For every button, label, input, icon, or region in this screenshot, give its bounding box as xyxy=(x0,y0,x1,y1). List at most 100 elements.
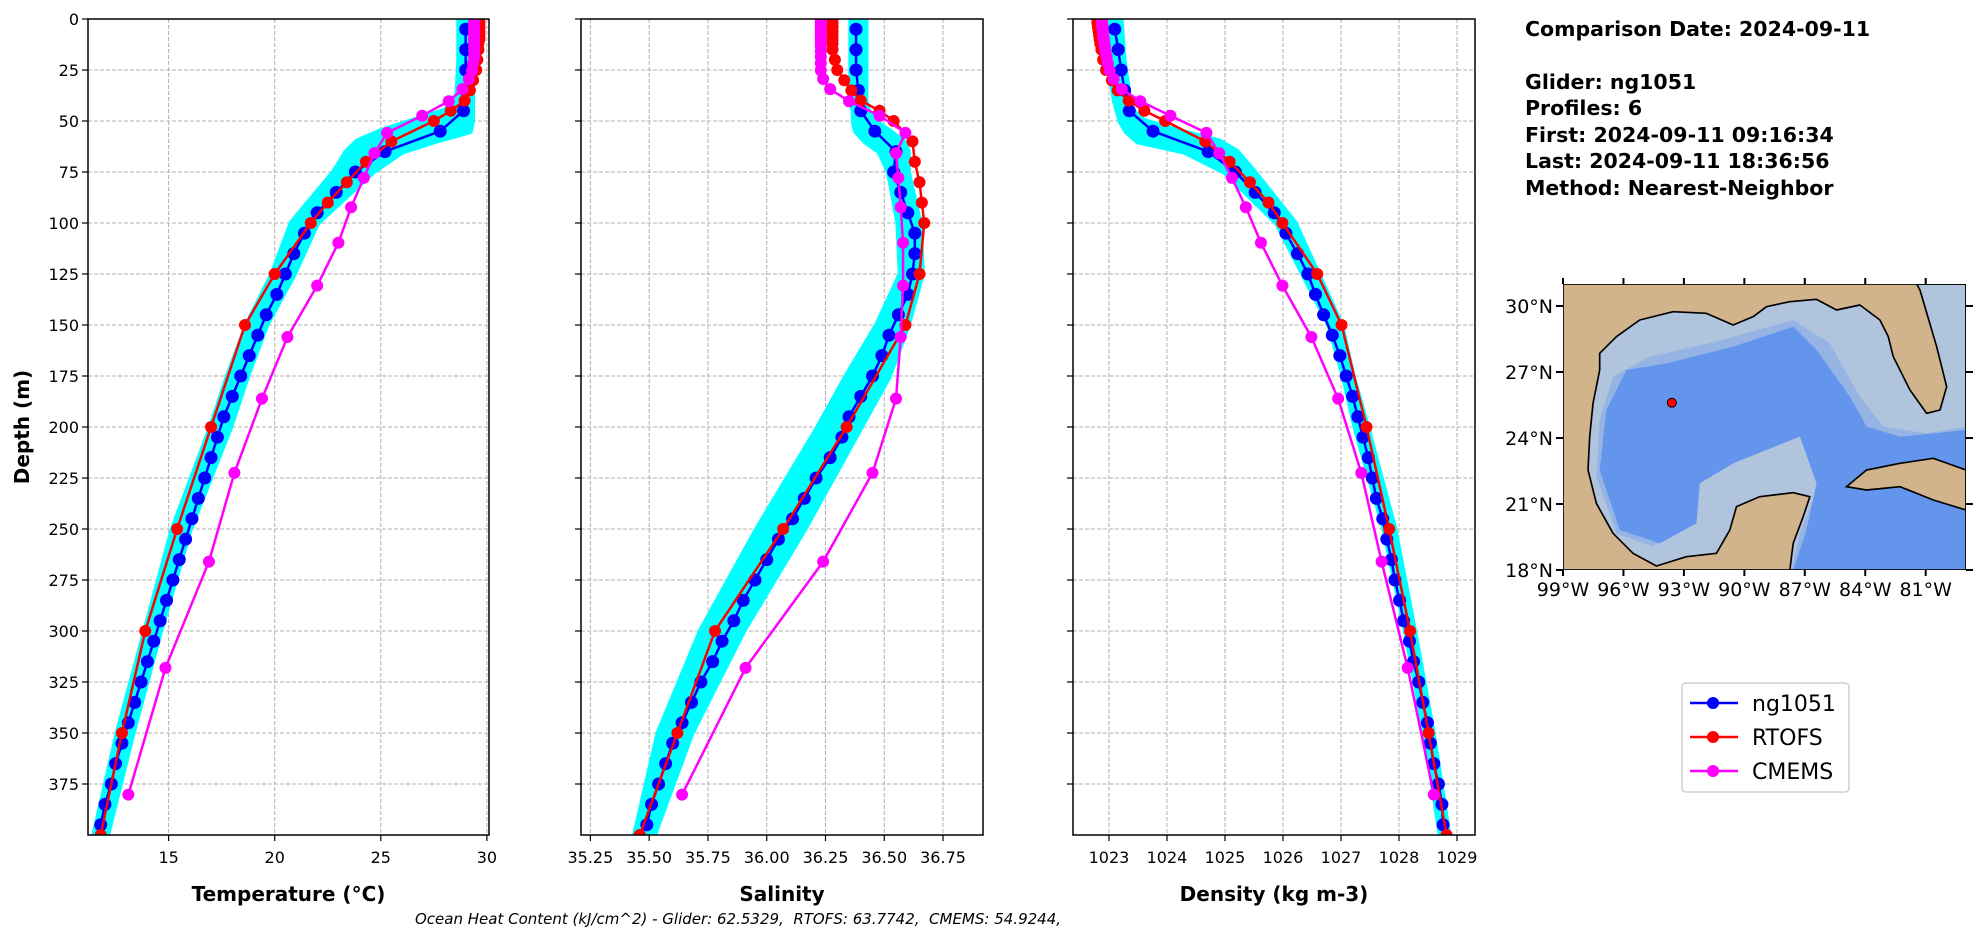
data-point xyxy=(715,634,729,648)
glider-location-marker xyxy=(1666,397,1677,408)
data-point xyxy=(894,201,907,214)
y-axis-label: Depth (m) xyxy=(10,370,34,484)
data-point xyxy=(1440,829,1453,835)
data-point xyxy=(1339,369,1353,383)
x-tick-label: 30 xyxy=(477,848,497,867)
x-axis-label: Salinity xyxy=(739,882,824,906)
data-point xyxy=(268,268,281,280)
data-point xyxy=(225,389,239,403)
data-point xyxy=(709,625,721,637)
series-rtofs xyxy=(633,19,931,835)
data-point xyxy=(671,727,684,739)
data-point xyxy=(147,634,161,648)
x-tick-label: 36.50 xyxy=(861,848,907,867)
data-point xyxy=(1360,421,1373,433)
data-point xyxy=(321,196,334,209)
data-point xyxy=(1305,331,1318,344)
data-point xyxy=(1375,555,1388,568)
y-tick-label: 25 xyxy=(59,61,79,80)
data-point xyxy=(918,217,931,229)
x-tick-label: 35.50 xyxy=(626,848,672,867)
legend-item-rtofs: RTOFS xyxy=(1690,726,1823,751)
legend-label: RTOFS xyxy=(1752,726,1823,751)
data-point xyxy=(242,349,256,363)
y-tick-label: 350 xyxy=(48,724,79,743)
data-point xyxy=(433,124,447,138)
data-point xyxy=(633,829,646,835)
data-point xyxy=(868,124,882,138)
x-tick-label: 36.00 xyxy=(744,848,790,867)
data-point xyxy=(179,532,193,546)
data-point xyxy=(1369,491,1383,505)
data-point xyxy=(676,788,689,801)
data-point xyxy=(140,655,154,669)
data-point xyxy=(139,625,152,637)
data-point xyxy=(908,226,922,240)
data-point xyxy=(739,661,752,674)
data-point xyxy=(1351,410,1365,424)
data-point xyxy=(1401,661,1414,674)
y-tick-label: 75 xyxy=(59,163,79,182)
x-tick-label: 36.75 xyxy=(920,848,966,867)
data-point xyxy=(259,308,273,322)
glider-profiles-band xyxy=(91,19,476,835)
data-point xyxy=(458,94,471,107)
data-point xyxy=(1213,147,1226,160)
data-point xyxy=(1276,217,1289,229)
y-tick-label: 275 xyxy=(48,571,79,590)
data-point xyxy=(1248,185,1262,199)
y-tick-label: 50 xyxy=(59,112,79,131)
data-point xyxy=(1115,83,1128,96)
x-tick-label: 35.25 xyxy=(567,848,613,867)
data-point xyxy=(204,451,218,465)
data-point xyxy=(153,614,167,628)
data-point xyxy=(897,236,910,249)
data-point xyxy=(838,74,851,87)
panel-temperature: 15 20 25 3002550751001251501752002252502753… xyxy=(48,10,497,906)
map-lon-label: 99°W xyxy=(1537,579,1590,601)
legend: ng1051 RTOFS CMEMS xyxy=(1681,682,1850,793)
data-point xyxy=(908,155,921,168)
y-tick-label: 225 xyxy=(48,469,79,488)
data-point xyxy=(1146,124,1160,138)
data-point xyxy=(381,126,394,139)
data-point xyxy=(345,201,358,214)
y-tick-label: 325 xyxy=(48,673,79,692)
data-point xyxy=(228,466,241,479)
data-point xyxy=(332,236,345,249)
data-point xyxy=(122,788,135,801)
data-point xyxy=(890,392,903,405)
data-point xyxy=(1254,236,1267,249)
data-point xyxy=(442,95,455,108)
data-point xyxy=(217,410,231,424)
map-lon-label: 96°W xyxy=(1597,579,1650,601)
data-point xyxy=(1317,308,1331,322)
data-point xyxy=(1404,625,1417,637)
data-point xyxy=(882,328,896,342)
ocean-heat-content-footer: Ocean Heat Content (kJ/cm^2) - Glider: 6… xyxy=(415,910,1061,928)
data-point xyxy=(854,94,867,107)
map-lon-label: 84°W xyxy=(1839,579,1892,601)
data-point xyxy=(706,655,720,669)
data-point xyxy=(1223,155,1236,168)
x-tick-label: 25 xyxy=(371,848,391,867)
data-point xyxy=(849,43,863,57)
map-lat-label: 30°N xyxy=(1505,296,1553,318)
data-point xyxy=(270,287,284,301)
data-point xyxy=(1311,268,1324,280)
data-point xyxy=(457,104,471,118)
info-block: Comparison Date: 2024-09-11 Glider: ng10… xyxy=(1525,17,1870,200)
y-tick-label: 300 xyxy=(48,622,79,641)
data-point xyxy=(340,176,353,189)
data-point xyxy=(1308,287,1322,301)
data-point xyxy=(866,369,880,383)
data-point xyxy=(115,727,128,739)
data-point xyxy=(817,555,830,568)
map-lat-label: 21°N xyxy=(1505,494,1553,516)
data-layer xyxy=(632,19,931,835)
x-tick-label: 1027 xyxy=(1321,848,1362,867)
data-point xyxy=(1346,389,1360,403)
data-point xyxy=(1276,279,1289,292)
data-point xyxy=(1332,392,1345,405)
